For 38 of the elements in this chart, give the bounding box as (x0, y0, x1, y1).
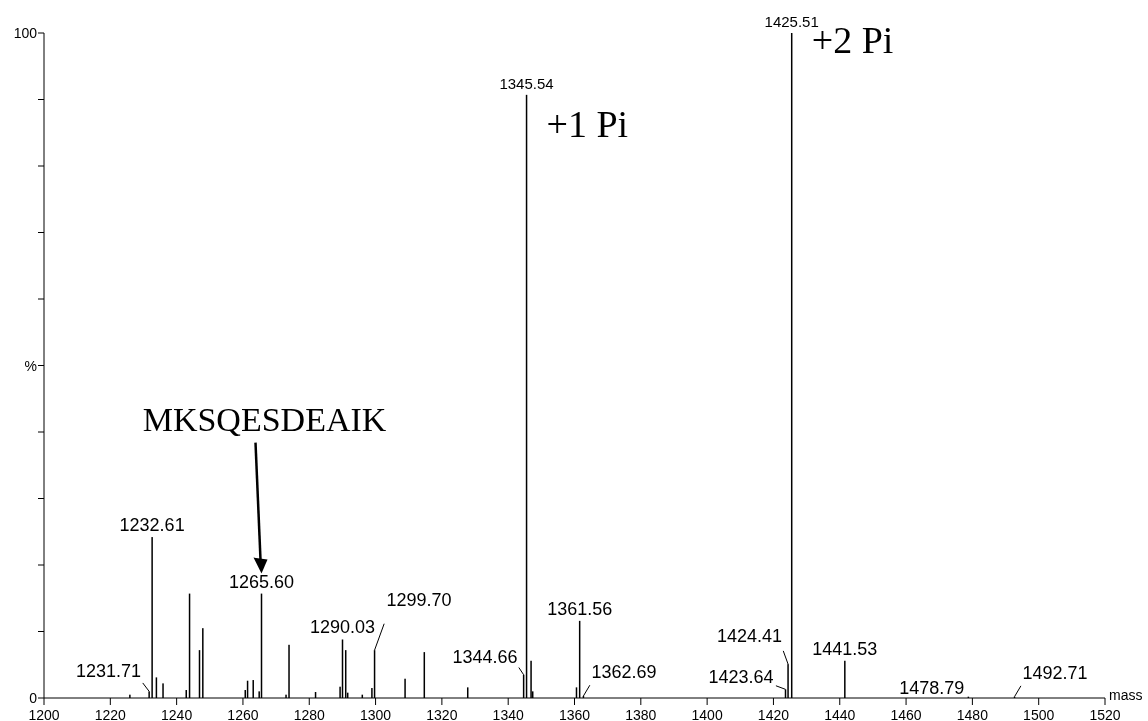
x-tick-label: 1240 (161, 707, 193, 721)
annotation: +1 Pi (546, 102, 629, 145)
x-tick-label: 1380 (625, 707, 657, 721)
annotation: 1231.71 (76, 661, 142, 682)
annotation: 1441.53 (812, 638, 878, 659)
x-tick-label: 1400 (691, 707, 723, 721)
x-tick-label: 1360 (558, 707, 591, 721)
annotation: 1361.56 (547, 598, 613, 619)
x-tick-label: 1520 (1089, 707, 1121, 721)
x-tick-label: 1460 (890, 707, 922, 721)
annotation: MKSQESDEAIK (142, 400, 387, 438)
x-tick-label: 1420 (757, 707, 790, 721)
x-tick-label: 1300 (359, 707, 392, 721)
annotation: 1344.66 (452, 646, 518, 667)
annotation: 1362.69 (591, 662, 657, 683)
x-tick-label: 1320 (426, 707, 458, 721)
annotation: 1265.60 (228, 571, 295, 592)
annotation: 1345.54 (499, 74, 554, 92)
x-tick-label: 1480 (956, 707, 989, 721)
x-tick-label: 1260 (227, 707, 259, 721)
y-tick-label: 0 (29, 690, 38, 706)
annotation: 1424.41 (716, 626, 783, 647)
y-axis-title: % (24, 357, 37, 374)
x-tick-label: 1500 (1023, 707, 1055, 721)
annotation: 1290.03 (309, 617, 376, 638)
x-tick-label: 1200 (28, 707, 60, 721)
annotation: 1299.70 (386, 590, 452, 611)
annotation: 1425.51 (764, 13, 819, 30)
x-tick-label: 1280 (293, 707, 326, 721)
y-tick-label: 100 (13, 25, 38, 41)
annotation: 1492.71 (1022, 662, 1088, 683)
x-tick-label: 1220 (94, 707, 127, 721)
annotation: 1423.64 (708, 667, 774, 688)
annotation: 1478.79 (899, 677, 965, 698)
annotation: 1232.61 (119, 515, 185, 536)
x-tick-label: 1340 (492, 707, 524, 721)
x-tick-label: 1440 (824, 707, 856, 721)
x-axis-title: mass (1109, 687, 1143, 703)
